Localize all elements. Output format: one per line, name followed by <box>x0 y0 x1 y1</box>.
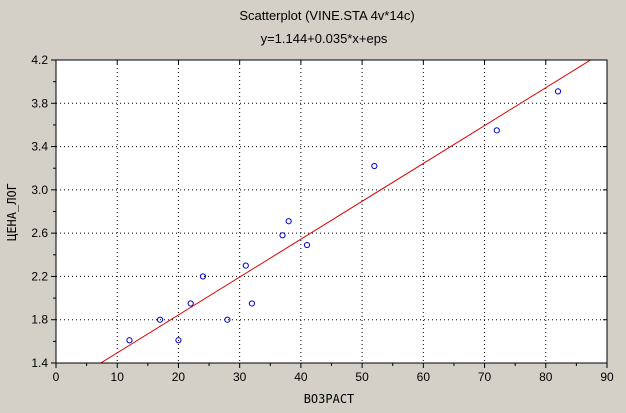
x-tick-label: 60 <box>417 370 431 384</box>
x-axis-label: ВОЗРАСТ <box>304 392 355 406</box>
x-tick-label: 40 <box>294 370 308 384</box>
data-point <box>371 162 378 170</box>
y-tick-label: 3.4 <box>31 140 48 154</box>
x-tick-label: 30 <box>233 370 247 384</box>
plot-area <box>56 60 607 363</box>
x-tick-label: 80 <box>539 370 553 384</box>
x-tick-label: 90 <box>600 370 614 384</box>
data-point <box>285 218 292 225</box>
y-tick-label: 2.2 <box>31 269 48 283</box>
plot-layer: 0 10 20 30 40 50 60 70 80 90 1.4 1.8 2.2 2.6 3.0 3.4 3.8… <box>31 53 614 384</box>
y-tick-label: 4.2 <box>31 53 48 67</box>
regression-line <box>99 60 592 363</box>
data-point <box>187 300 194 307</box>
y-tick-label: 3.8 <box>31 96 48 110</box>
data-point <box>156 316 164 323</box>
data-point <box>175 337 182 344</box>
chart-title: Scatterplot (VINE.STA 4v*14c) <box>239 8 414 23</box>
x-tick-label: 10 <box>111 370 125 384</box>
data-point <box>303 241 311 249</box>
y-tick-label: 2.6 <box>31 226 48 240</box>
x-tick-label: 0 <box>53 370 60 384</box>
data-point <box>126 337 133 344</box>
data-point <box>279 232 286 239</box>
data-point <box>248 300 256 307</box>
data-point <box>199 273 207 280</box>
x-tick-label: 50 <box>355 370 369 384</box>
x-tick-label: 20 <box>172 370 186 384</box>
data-point <box>224 316 231 323</box>
y-axis-label: ЦЕНА_ЛОГ <box>5 183 19 241</box>
y-tick-label: 1.8 <box>31 313 48 327</box>
x-tick-label: 70 <box>478 370 492 384</box>
data-point <box>242 262 249 269</box>
y-tick-label: 1.4 <box>31 356 48 370</box>
data-point <box>554 88 562 95</box>
chart-subtitle: y=1.144+0.035*x+eps <box>261 31 388 46</box>
data-point <box>493 127 500 134</box>
y-tick-label: 3.0 <box>31 183 48 197</box>
